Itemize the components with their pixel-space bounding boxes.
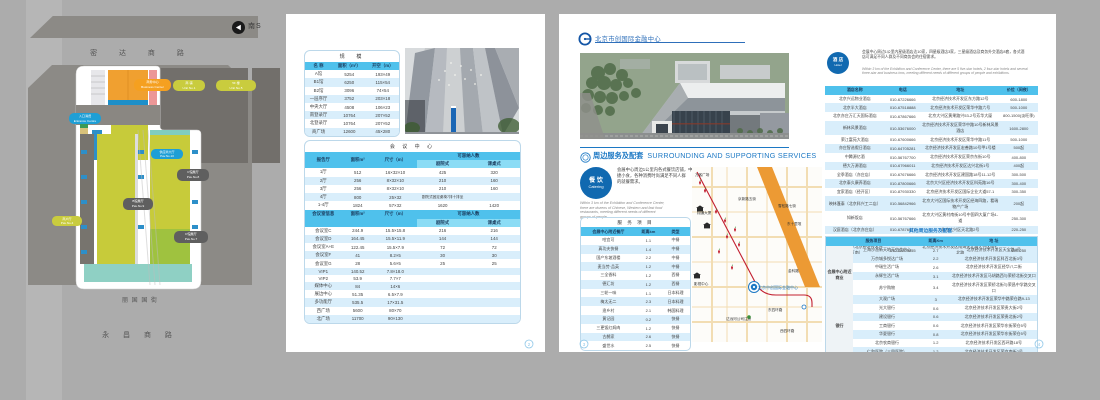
- svg-text:万客广场: 万客广场: [695, 172, 710, 177]
- svg-text:东四环路: 东四环路: [768, 307, 783, 312]
- svg-text:2: 2: [528, 342, 531, 347]
- svg-text:东十里堆: 东十里堆: [787, 221, 802, 226]
- svg-text:翔通大厦: 翔通大厦: [697, 210, 712, 215]
- svg-text:3: 3: [583, 342, 586, 347]
- svg-text:影视中心: 影视中心: [694, 281, 709, 286]
- svg-text:4: 4: [1038, 342, 1041, 347]
- svg-text:雪松路七街: 雪松路七街: [778, 203, 796, 208]
- svg-text:金科路: 金科路: [788, 268, 799, 273]
- svg-text:西四环路: 西四环路: [780, 328, 795, 333]
- svg-text:京新路五街: 京新路五街: [738, 196, 756, 201]
- svg-text:北京中创国际金融中心: 北京中创国际金融中心: [758, 284, 798, 290]
